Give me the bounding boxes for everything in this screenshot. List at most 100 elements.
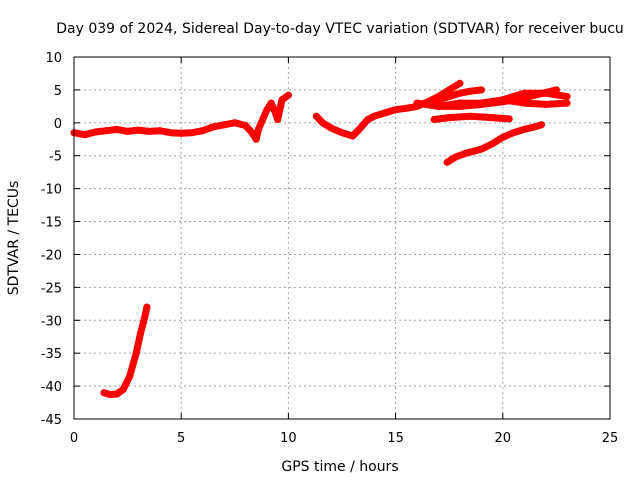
x-tick-label: 5 — [177, 431, 185, 446]
data-point — [143, 303, 151, 311]
data-point — [263, 106, 271, 114]
data-point — [430, 116, 438, 123]
data-point — [531, 123, 539, 131]
data-point — [119, 385, 127, 393]
data-point — [537, 121, 545, 129]
y-tick-label: -40 — [41, 380, 62, 395]
series-track-h — [443, 121, 545, 166]
data-point — [278, 96, 286, 104]
data-point — [254, 125, 262, 133]
grid — [74, 57, 610, 419]
data-point — [443, 158, 451, 166]
series-track-f — [499, 96, 571, 108]
x-tick-label: 20 — [495, 431, 512, 446]
y-tick-label: -15 — [41, 216, 62, 231]
data-point — [284, 91, 292, 99]
chart-title: Day 039 of 2024, Sidereal Day-to-day VTE… — [56, 21, 624, 37]
data-point — [467, 112, 475, 120]
data-point — [563, 93, 571, 100]
data-point — [272, 109, 279, 117]
data-point — [435, 102, 442, 110]
axes-ticks: 0 5 10 15 20 25 10 5 0 -5 -10 -15 -20 -25 -30 -35 -40 -45 — [41, 51, 619, 446]
data-point — [248, 129, 256, 137]
data-point — [392, 106, 400, 114]
data-point — [510, 129, 517, 137]
data-point — [252, 135, 260, 143]
data-point — [488, 114, 496, 122]
data-point — [477, 100, 485, 108]
data-point — [113, 390, 121, 398]
data-point — [319, 119, 327, 127]
data-point — [145, 127, 153, 135]
data-point — [91, 128, 99, 136]
data-point — [445, 86, 453, 94]
data-point — [81, 131, 89, 139]
data-point — [141, 313, 149, 321]
data-point — [242, 122, 249, 129]
data-point — [435, 96, 442, 104]
data-point — [542, 100, 550, 108]
data-point — [156, 127, 164, 135]
data-point — [259, 116, 267, 123]
data-point — [520, 125, 528, 133]
data-point — [445, 114, 453, 122]
data-point — [456, 89, 464, 97]
data-point — [209, 123, 217, 131]
data-point — [137, 329, 144, 337]
series-track-e — [413, 86, 560, 110]
data-point — [499, 133, 507, 141]
data-point — [113, 125, 121, 133]
x-tick-label: 0 — [70, 431, 78, 446]
data-point — [267, 99, 275, 107]
data-point — [355, 125, 363, 133]
data-point — [542, 89, 550, 96]
data-point — [364, 116, 372, 123]
data-point — [134, 126, 142, 134]
y-tick-label: -45 — [41, 413, 62, 428]
data-point — [477, 86, 485, 94]
y-tick-label: -5 — [49, 150, 62, 165]
y-tick-label: -10 — [41, 183, 62, 198]
x-tick-label: 15 — [387, 431, 404, 446]
data-point — [327, 124, 335, 132]
data-point — [231, 119, 239, 127]
data-point — [177, 129, 185, 137]
y-tick-label: 10 — [45, 51, 62, 66]
data-point — [220, 121, 228, 129]
y-tick-label: -35 — [41, 347, 62, 362]
y-tick-label: 5 — [54, 84, 62, 99]
data-point — [552, 86, 560, 94]
data-point — [505, 115, 513, 123]
y-tick-label: -30 — [41, 314, 62, 329]
data-point — [467, 87, 475, 95]
data-point — [312, 112, 320, 120]
data-point — [102, 127, 110, 135]
y-tick-label: -20 — [41, 248, 62, 263]
x-tick-label: 25 — [602, 431, 619, 446]
data-point — [349, 132, 357, 140]
data-point — [445, 93, 453, 100]
data-point — [274, 116, 282, 123]
data-point — [199, 127, 207, 135]
y-tick-label: 0 — [54, 117, 62, 132]
data-point — [402, 104, 410, 112]
data-point — [126, 372, 134, 380]
data-point — [188, 129, 196, 137]
data-point — [370, 112, 378, 120]
plot-frame — [73, 56, 611, 420]
data-point — [124, 127, 132, 135]
data-point — [520, 99, 528, 107]
data-point — [456, 79, 464, 87]
data-point — [462, 149, 470, 157]
data-point — [452, 153, 460, 161]
data-point — [167, 129, 174, 137]
data-point — [563, 99, 571, 107]
y-axis-label: SDTVAR / TECUs — [6, 181, 22, 296]
data-point — [488, 140, 496, 148]
series-group — [70, 79, 571, 399]
data-point — [106, 391, 114, 399]
y-tick-label: -25 — [41, 281, 62, 296]
data-point — [381, 109, 389, 117]
